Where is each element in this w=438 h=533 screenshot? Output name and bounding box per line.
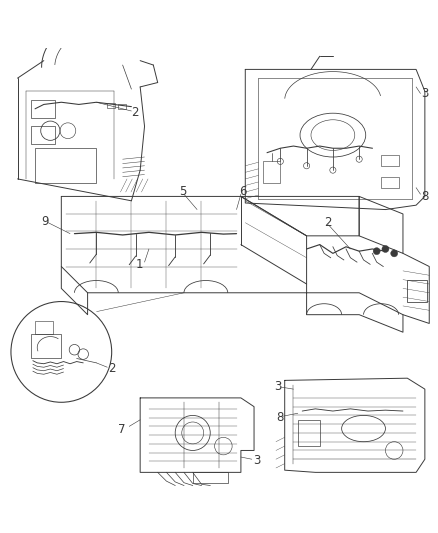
Text: 3: 3 — [421, 87, 429, 100]
Circle shape — [382, 246, 389, 253]
Text: 3: 3 — [274, 381, 281, 393]
Bar — [35, 321, 53, 334]
Bar — [118, 103, 126, 109]
Bar — [193, 472, 228, 483]
Text: 8: 8 — [276, 411, 283, 424]
Bar — [298, 420, 320, 446]
Text: 2: 2 — [109, 361, 116, 375]
Bar — [31, 334, 61, 359]
Text: 8: 8 — [421, 190, 429, 203]
Bar — [35, 148, 96, 183]
Text: 2: 2 — [131, 106, 139, 119]
Bar — [31, 100, 55, 118]
Circle shape — [373, 248, 380, 255]
Bar — [107, 103, 115, 108]
Bar — [263, 161, 280, 183]
Text: 6: 6 — [239, 184, 246, 198]
Text: 5: 5 — [180, 184, 187, 198]
Text: 7: 7 — [118, 423, 126, 436]
Bar — [381, 155, 399, 166]
Text: 2: 2 — [324, 216, 332, 229]
Text: 1: 1 — [136, 258, 143, 271]
Bar — [407, 280, 427, 302]
Text: 3: 3 — [253, 454, 261, 467]
Text: 9: 9 — [42, 215, 49, 228]
Bar — [31, 126, 55, 144]
Circle shape — [391, 250, 398, 257]
Bar — [381, 177, 399, 188]
